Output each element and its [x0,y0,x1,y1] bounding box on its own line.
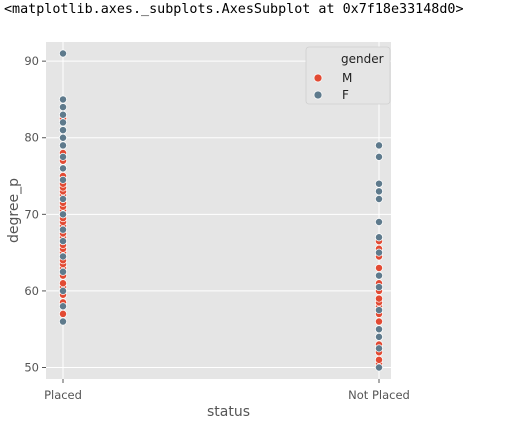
y-tick-label: 70 [24,207,39,221]
data-point-f [59,210,67,219]
data-point-f [375,306,383,315]
data-point-f [375,233,383,242]
data-point-m [59,279,67,288]
data-point-f [59,267,67,276]
data-point-f [375,187,383,196]
data-point-f [59,141,67,150]
data-point-f [59,110,67,119]
data-points [59,49,383,372]
data-point-f [59,252,67,261]
data-point-m [375,294,383,303]
data-point-f [59,164,67,173]
y-tick-label: 60 [24,284,39,298]
x-tick-label: Placed [44,388,82,402]
data-point-m [375,263,383,272]
data-point-f [375,344,383,353]
data-point-f [59,317,67,326]
data-point-f [375,248,383,257]
y-tick-label: 90 [24,54,39,68]
y-axis-label: degree_p [6,178,22,243]
data-point-f [375,283,383,292]
legend: gender M F [305,46,391,105]
data-point-m [375,317,383,326]
data-point-f [375,179,383,188]
data-point-f [59,152,67,161]
data-point-m [375,355,383,364]
y-tick-label: 80 [24,131,39,145]
data-point-f [375,271,383,280]
legend-label-f: F [342,88,349,102]
data-point-f [375,141,383,150]
y-axis-ticks: 50 60 70 80 90 [24,54,46,375]
data-point-f [375,218,383,226]
data-point-f [59,237,67,246]
data-point-f [375,363,383,372]
data-point-f [59,133,67,142]
data-point-f [59,95,67,104]
legend-box [305,46,391,105]
legend-marker-f [313,90,323,100]
data-point-f [375,325,383,334]
data-point-f [375,152,383,161]
data-point-f [59,103,67,112]
x-axis-ticks: Placed Not Placed [44,379,410,402]
data-point-f [59,175,67,184]
x-axis-label: status [207,404,250,420]
data-point-f [59,126,67,135]
data-point-f [59,302,67,311]
legend-marker-m [313,73,323,83]
data-point-f [59,118,67,127]
data-point-f [375,332,383,341]
data-point-f [375,195,383,203]
y-tick-label: 50 [24,361,39,375]
data-point-f [59,49,67,58]
x-tick-label: Not Placed [348,388,410,402]
legend-label-m: M [342,71,352,85]
legend-title: gender [341,52,384,66]
cell-output-repr: <matplotlib.axes._subplots.AxesSubplot a… [4,2,464,17]
data-point-f [59,286,67,295]
data-point-f [59,225,67,234]
data-point-f [59,195,67,203]
data-point-m [59,309,67,318]
